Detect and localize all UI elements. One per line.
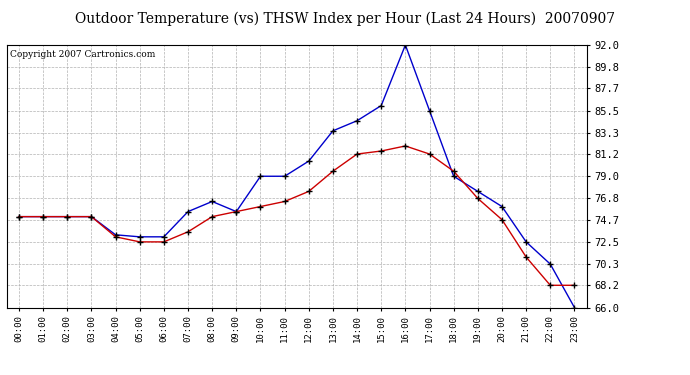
Text: Outdoor Temperature (vs) THSW Index per Hour (Last 24 Hours)  20070907: Outdoor Temperature (vs) THSW Index per … — [75, 11, 615, 26]
Text: Copyright 2007 Cartronics.com: Copyright 2007 Cartronics.com — [10, 50, 155, 59]
